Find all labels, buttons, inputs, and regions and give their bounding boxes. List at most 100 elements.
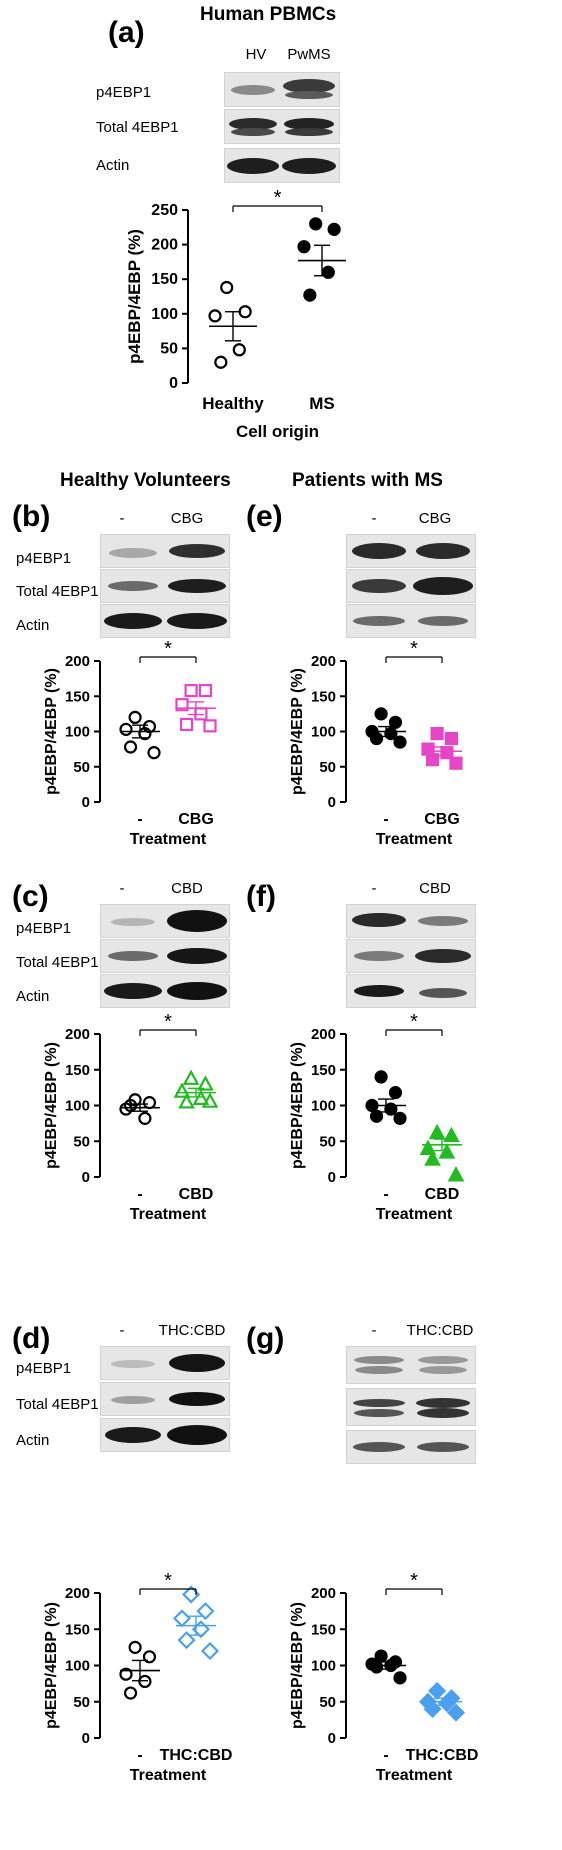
western-blot-actin (100, 974, 230, 1008)
y-tick-label: 150 (311, 1621, 336, 1638)
panel-label-d: (d) (12, 1322, 51, 1355)
data-point (119, 722, 133, 736)
data-point (177, 1631, 196, 1650)
x-axis-label: Treatment (376, 1767, 453, 1784)
data-point (419, 1139, 437, 1156)
western-blot-p4ebp1 (100, 534, 230, 568)
data-point (327, 222, 341, 236)
data-point (123, 740, 138, 754)
western-blot-p4ebp1 (100, 1346, 230, 1380)
y-tick-label: 150 (65, 688, 90, 705)
data-point (175, 698, 189, 712)
column-label-cbd: CBD (419, 880, 451, 897)
y-tick-label: 100 (65, 724, 90, 741)
y-tick-label: 150 (311, 1062, 336, 1079)
data-point (138, 1674, 152, 1689)
column-label-control: - (371, 510, 377, 527)
data-point (208, 309, 222, 323)
y-tick-label: 150 (311, 688, 336, 705)
data-point (179, 717, 194, 732)
y-tick-label: 100 (311, 1098, 336, 1115)
column-label-pwms: PwMS (287, 46, 331, 63)
data-point (220, 280, 234, 295)
column-label-control: - (119, 1322, 125, 1339)
blot-label-total-4ebp1: Total 4EBP1 (16, 583, 99, 600)
data-point (198, 684, 213, 698)
y-tick-label: 50 (319, 1694, 336, 1711)
y-axis-label: p4EBP/4EBP (%) (43, 668, 60, 795)
x-axis-label: Treatment (376, 831, 453, 848)
blot-label-actin: Actin (96, 157, 130, 174)
x-category-label: - (137, 1186, 142, 1203)
x-category-label: THC:CBD (160, 1747, 233, 1764)
significance-star: * (410, 1011, 418, 1033)
blot-label-p4ebp1: p4EBP1 (16, 550, 72, 567)
data-point (196, 1602, 215, 1621)
data-point (425, 753, 440, 767)
y-tick-label: 0 (82, 794, 90, 811)
y-axis-label: p4EBP/4EBP (%) (43, 1042, 60, 1169)
panel-label-f: (f) (246, 880, 276, 913)
data-point (369, 1109, 384, 1123)
y-tick-label: 0 (82, 1730, 90, 1747)
y-tick-label: 200 (151, 237, 178, 254)
data-point (430, 727, 444, 741)
data-point (428, 1681, 447, 1700)
y-tick-label: 200 (65, 1585, 90, 1602)
y-tick-label: 100 (311, 724, 336, 741)
y-tick-label: 50 (73, 1133, 90, 1150)
x-category-label: - (383, 1747, 388, 1764)
x-category-label: CBG (424, 811, 460, 828)
y-tick-label: 200 (65, 1026, 90, 1043)
blot-label-total-4ebp1: Total 4EBP1 (16, 1396, 99, 1413)
y-tick-label: 0 (82, 1169, 90, 1186)
y-tick-label: 0 (328, 1730, 336, 1747)
column-label-control: - (119, 510, 125, 527)
y-tick-label: 50 (319, 1133, 336, 1150)
significance-star: * (164, 638, 172, 660)
y-axis-label: p4EBP/4EBP (%) (289, 1042, 306, 1169)
data-point (184, 684, 198, 698)
x-category-label: CBD (179, 1186, 214, 1203)
western-blot-actin (100, 604, 230, 638)
panel-a-title: Human PBMCs (200, 4, 337, 25)
x-category-label: CBG (178, 811, 214, 828)
western-blot-total-4ebp1 (224, 109, 340, 144)
x-axis-label: Treatment (130, 1206, 207, 1223)
y-tick-label: 50 (73, 1694, 90, 1711)
x-category-label: CBD (425, 1186, 460, 1203)
blot-label-total-4ebp1: Total 4EBP1 (96, 119, 179, 136)
data-point (197, 1075, 214, 1091)
y-tick-label: 200 (65, 653, 90, 670)
panel-label-c: (c) (12, 880, 49, 913)
y-tick-label: 50 (73, 759, 90, 776)
data-point (374, 707, 388, 721)
y-tick-label: 100 (151, 306, 178, 323)
data-point (200, 1641, 220, 1661)
y-tick-label: 0 (328, 1169, 336, 1186)
data-point (393, 1671, 407, 1685)
data-point (173, 1082, 191, 1098)
column-label-hv: HV (245, 46, 267, 63)
panel-label-g: (g) (246, 1322, 285, 1355)
blot-label-total-4ebp1: Total 4EBP1 (16, 954, 99, 971)
x-category-label: - (137, 811, 142, 828)
western-blot-p4ebp1 (100, 904, 230, 938)
data-point (388, 715, 403, 729)
significance-star: * (410, 1570, 418, 1592)
data-point (178, 1093, 195, 1109)
y-axis-label: p4EBP/4EBP (%) (43, 1602, 60, 1729)
column-label-control: - (371, 880, 377, 897)
blot-label-p4ebp1: p4EBP1 (16, 1360, 72, 1377)
data-point (374, 1649, 388, 1663)
blot-label-p4ebp1: p4EBP1 (96, 84, 152, 101)
blot-label-actin: Actin (16, 1432, 50, 1449)
y-tick-label: 150 (65, 1621, 90, 1638)
healthy-volunteers-heading: Healthy Volunteers (60, 470, 231, 491)
western-blot-p4ebp1 (346, 534, 476, 568)
data-point (119, 1667, 133, 1681)
western-blot-p4ebp1 (224, 72, 340, 107)
x-category-label: MS (309, 394, 335, 413)
data-point (393, 735, 407, 749)
blot-label-actin: Actin (16, 988, 50, 1005)
